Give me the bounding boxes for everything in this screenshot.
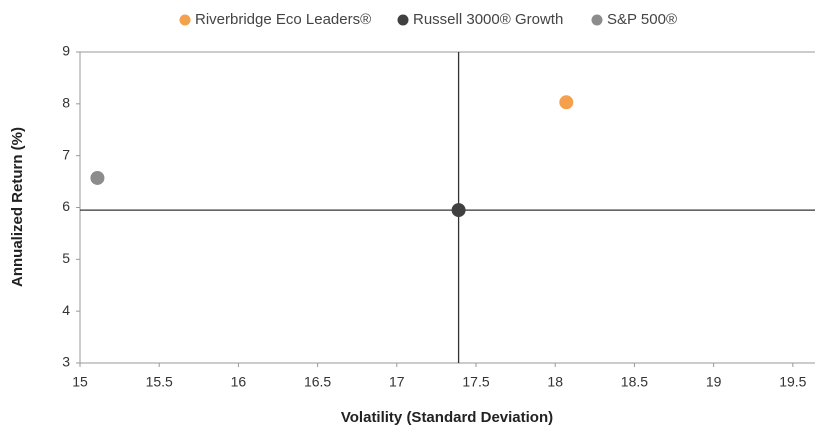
legend-label: S&P 500® bbox=[607, 11, 677, 28]
x-tick-label: 16.5 bbox=[304, 374, 331, 390]
scatter-point bbox=[559, 95, 574, 110]
y-tick-label: 5 bbox=[62, 250, 70, 266]
legend-label: Riverbridge Eco Leaders® bbox=[195, 11, 371, 28]
x-tick-label: 15.5 bbox=[146, 374, 173, 390]
scatter-point bbox=[90, 170, 105, 185]
x-tick-label: 18 bbox=[547, 374, 563, 390]
y-tick-label: 6 bbox=[62, 198, 70, 214]
y-tick-label: 3 bbox=[62, 354, 70, 370]
legend-marker bbox=[397, 14, 409, 26]
x-tick-label: 19.5 bbox=[779, 374, 806, 390]
legend-marker bbox=[591, 14, 603, 26]
x-tick-label: 16 bbox=[231, 374, 247, 390]
x-tick-label: 19 bbox=[706, 374, 722, 390]
x-tick-label: 17 bbox=[389, 374, 405, 390]
y-tick-label: 8 bbox=[62, 95, 70, 111]
y-axis-title: Annualized Return (%) bbox=[9, 127, 26, 287]
x-tick-label: 15 bbox=[72, 374, 88, 390]
x-axis-title: Volatility (Standard Deviation) bbox=[341, 409, 553, 426]
y-tick-label: 4 bbox=[62, 302, 70, 318]
legend-label: Russell 3000® Growth bbox=[413, 11, 563, 28]
x-tick-label: 18.5 bbox=[621, 374, 648, 390]
y-tick-label: 7 bbox=[62, 146, 70, 162]
x-tick-label: 17.5 bbox=[462, 374, 489, 390]
legend-marker bbox=[179, 14, 191, 26]
scatter-point bbox=[451, 203, 466, 218]
y-tick-label: 9 bbox=[62, 43, 70, 59]
